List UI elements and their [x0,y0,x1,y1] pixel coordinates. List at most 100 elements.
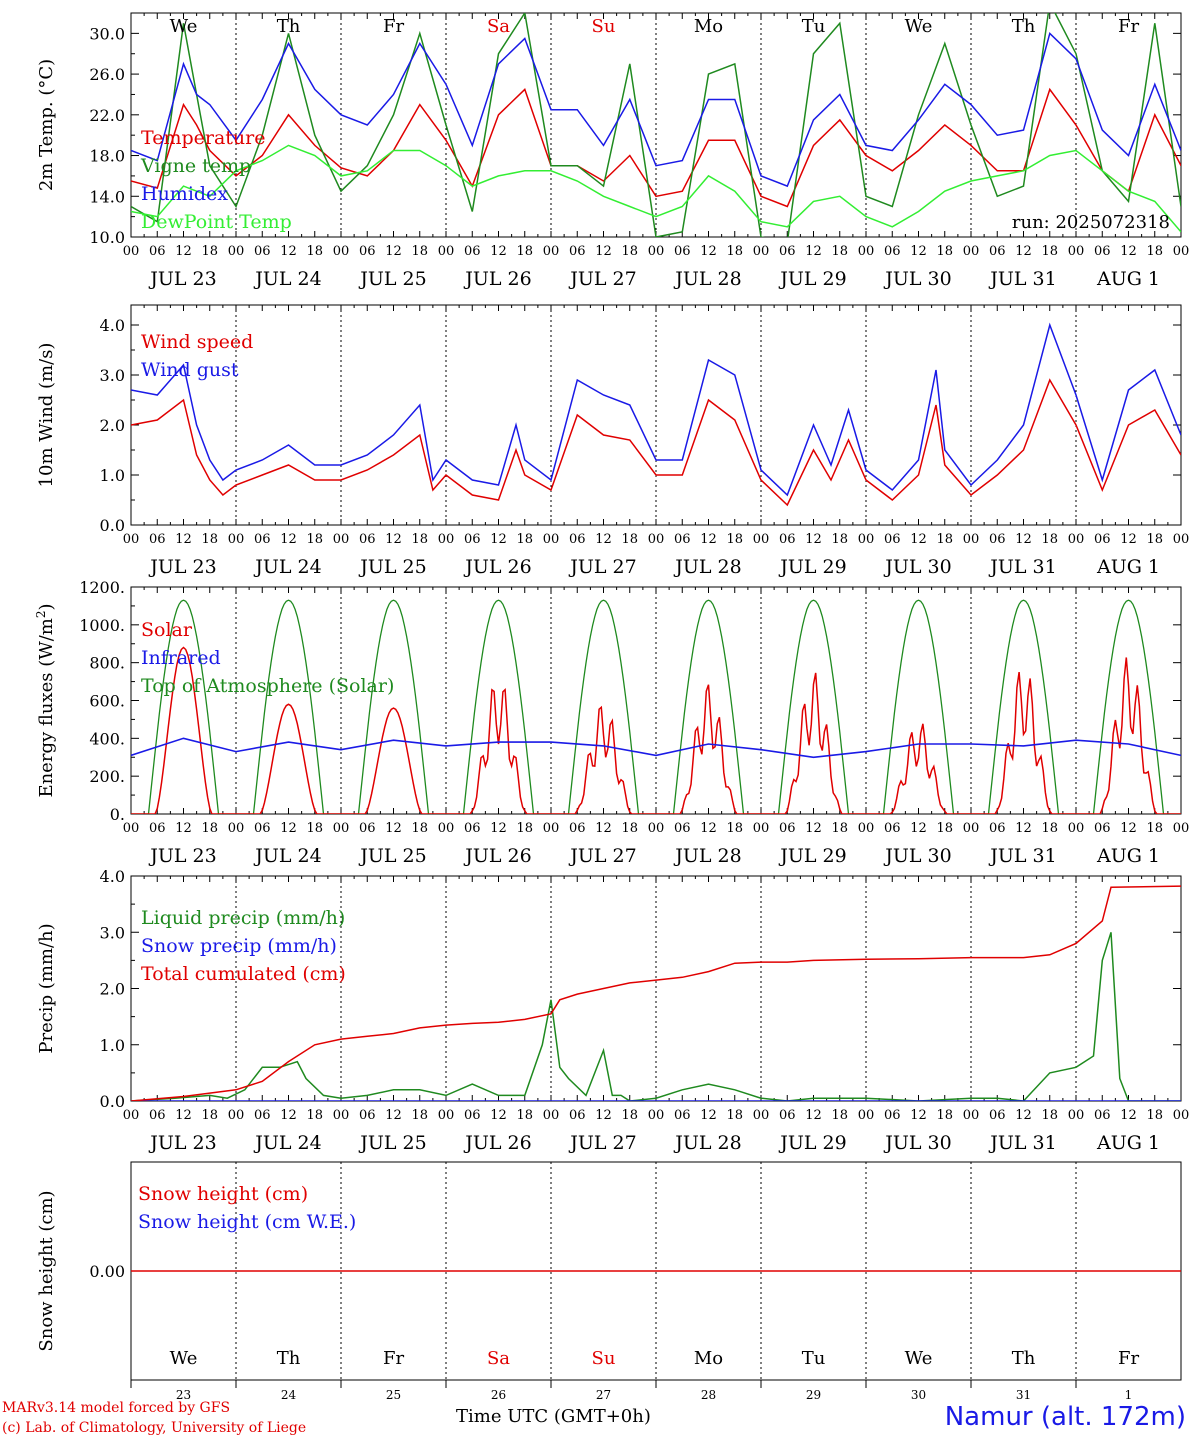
y-tick-label: 800. [89,654,125,673]
hour-label: 18 [1146,244,1163,259]
date-label: JUL 24 [253,556,321,578]
run-annotation: run: 2025072318 [1012,212,1170,233]
hour-label: 18 [201,244,218,259]
y-tick-label: 4.0 [100,867,125,886]
hour-label: 06 [359,1108,376,1123]
hour-label: 00 [438,1108,455,1123]
y-tick-label: 400. [89,729,125,748]
hour-label: 00 [543,244,560,259]
hour-label: 12 [595,244,612,259]
date-label: AUG 1 [1096,845,1160,867]
hour-label: 06 [464,244,481,259]
hour-label: 18 [306,532,323,547]
day-number: 26 [491,1388,506,1402]
hour-label: 00 [123,532,140,547]
date-label: JUL 27 [568,845,636,867]
day-number: 30 [911,1388,926,1402]
hour-label: 00 [1068,244,1085,259]
weekday-label: We [170,1348,198,1369]
hour-label: 12 [595,821,612,836]
lab-credit: (c) Lab. of Climatology, University of L… [2,1420,307,1436]
weekday-header: We [905,16,933,37]
hour-label: 12 [595,532,612,547]
date-label: JUL 27 [568,268,636,290]
day-number: 27 [596,1388,611,1402]
legend-entry: DewPoint Temp [141,211,292,233]
hour-label: 12 [175,532,192,547]
y-tick-label: 30.0 [89,24,125,43]
hour-label: 06 [989,532,1006,547]
date-label: JUL 31 [988,268,1056,290]
hour-label: 06 [569,1108,586,1123]
hour-label: 06 [254,1108,271,1123]
y-tick-label: 10.0 [89,228,125,247]
location-label: Namur (alt. 172m) [944,1402,1186,1432]
date-label: JUL 29 [778,845,846,867]
series-line-toa-solar [131,599,1181,814]
hour-label: 00 [333,244,350,259]
y-tick-label: 0.00 [89,1262,125,1281]
day-number: 24 [281,1388,297,1402]
hour-label: 12 [385,1108,402,1123]
hour-label: 06 [674,821,691,836]
y-axis-label: Energy fluxes (W/m2) [34,603,57,797]
hour-label: 06 [989,244,1006,259]
date-label: JUL 30 [883,268,951,290]
date-label: JUL 25 [358,268,426,290]
hour-label: 18 [306,821,323,836]
hour-label: 18 [621,532,638,547]
legend-entry: Vigne temp [140,155,251,177]
day-number: 29 [806,1388,821,1402]
weekday-header: Sa [487,16,510,37]
hour-label: 12 [1015,532,1032,547]
day-number: 1 [1125,1388,1133,1402]
legend-entry: Snow height (cm W.E.) [138,1211,356,1233]
hour-label: 12 [700,244,717,259]
hour-label: 18 [411,1108,428,1123]
hour-label: 18 [1041,821,1058,836]
hour-label: 00 [858,244,875,259]
date-label: JUL 31 [988,556,1056,578]
date-label: JUL 23 [148,268,216,290]
hour-label: 00 [753,821,770,836]
date-label: JUL 25 [358,556,426,578]
date-label: JUL 28 [673,845,741,867]
hour-label: 12 [910,532,927,547]
y-axis-label: Precip (mm/h) [36,923,57,1053]
hour-label: 12 [1120,1108,1137,1123]
hour-label: 00 [648,244,665,259]
hour-label: 00 [963,1108,980,1123]
hour-label: 12 [805,1108,822,1123]
hour-label: 00 [228,244,245,259]
hour-label: 06 [1094,532,1111,547]
series-line-wind-gust [131,322,1181,497]
date-label: JUL 24 [253,268,321,290]
date-label: JUL 31 [988,845,1056,867]
date-label: JUL 27 [568,556,636,578]
hour-label: 12 [175,821,192,836]
hour-label: 12 [175,244,192,259]
hour-label: 00 [1173,821,1190,836]
hour-label: 12 [1120,821,1137,836]
hour-label: 12 [805,244,822,259]
plot-frame-2 [130,586,1182,815]
hour-label: 06 [989,821,1006,836]
hour-label: 12 [1015,1108,1032,1123]
hour-label: 06 [884,244,901,259]
weekday-label: Th [277,1348,301,1369]
hour-label: 00 [753,1108,770,1123]
hour-label: 00 [648,532,665,547]
hour-label: 00 [1173,1108,1190,1123]
y-tick-label: 26.0 [89,65,125,84]
hour-label: 00 [1173,532,1190,547]
y-tick-label: 1000. [79,616,125,635]
legend-entry: Solar [141,619,193,641]
hour-label: 12 [175,1108,192,1123]
weekday-header: Fr [1118,16,1139,37]
weekday-header: Su [592,16,616,37]
y-axis-label: 2m Temp. (°C) [36,59,57,191]
hour-label: 06 [1094,244,1111,259]
date-label: JUL 23 [148,1132,216,1154]
hour-label: 06 [359,821,376,836]
hour-label: 12 [1120,244,1137,259]
